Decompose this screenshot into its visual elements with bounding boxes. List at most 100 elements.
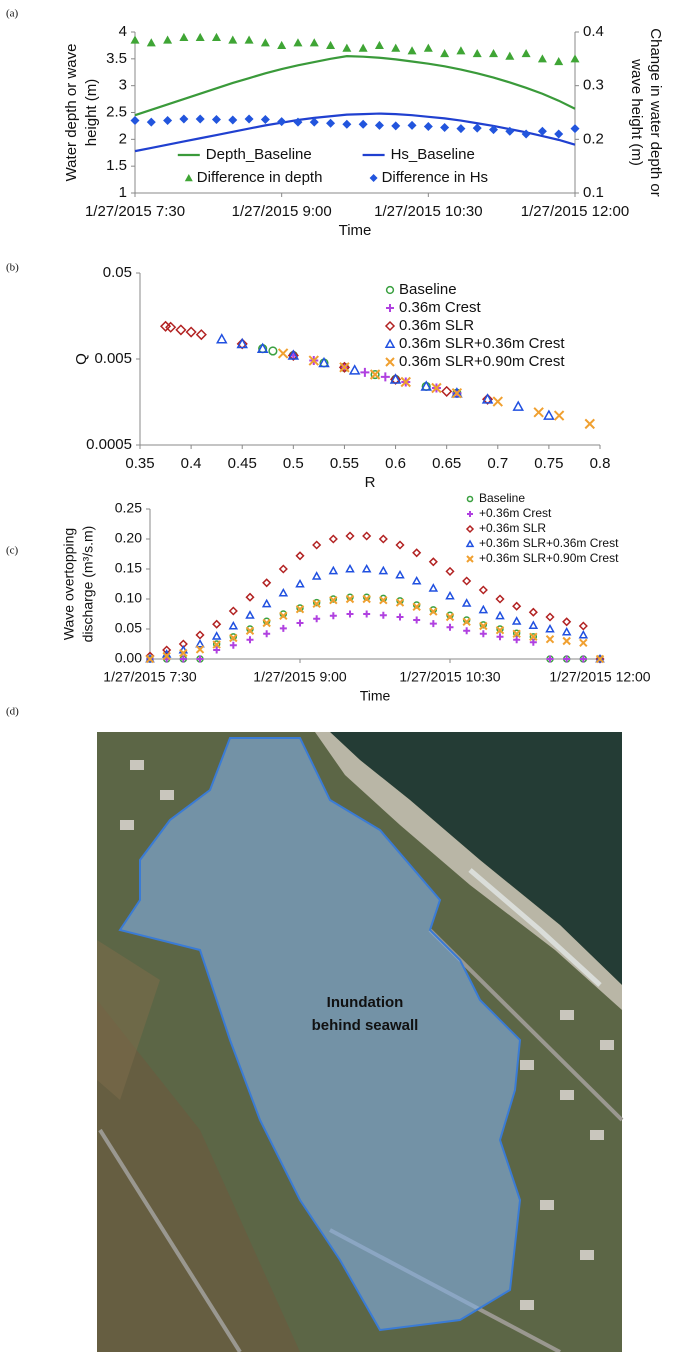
legend-swatch [385,285,395,295]
marker [379,595,388,605]
panel-label: (d) [6,706,19,718]
marker [554,57,564,66]
marker [296,604,304,612]
marker [328,565,339,575]
marker [277,348,289,359]
marker [423,121,433,131]
x-tick-label: 1/27/2015 12:00 [521,203,629,220]
x-tick-label: 0.7 [487,455,508,472]
x-tick-label: 0.35 [125,455,154,472]
surf [468,868,602,987]
marker [537,126,547,136]
marker [244,114,254,124]
line [134,112,576,153]
x-tick-label: 0.5 [283,455,304,472]
marker [374,120,384,130]
marker [130,116,140,126]
marker [374,40,384,50]
marker [451,388,463,399]
marker [391,121,401,131]
legend-swatch [385,357,395,367]
marker [489,48,499,58]
marker [446,623,454,631]
y2-tick-label: 0.3 [583,77,604,94]
marker [345,531,355,541]
map-annotation: Inundation [327,994,404,1011]
marker [528,607,538,617]
marker [546,655,554,663]
x-tick-label: 1/27/2015 7:30 [103,669,197,685]
legend-label: Hs_Baseline [391,146,475,163]
y-axis-label: Water depth or wave [63,44,80,182]
legend-swatch [465,524,475,534]
x-tick-label: 0.75 [534,455,563,472]
marker [245,626,255,636]
marker [512,400,524,411]
land-patch [97,1000,300,1352]
marker [529,638,537,646]
x-axis-label: Time [360,688,391,704]
marker [445,566,455,576]
marker [309,38,319,47]
marker [489,125,499,135]
marker [145,654,155,664]
inundation-area [118,737,522,1332]
marker [165,321,177,333]
marker [245,610,255,619]
marker [407,120,417,130]
x-tick-label: 0.55 [330,455,359,472]
marker [345,563,355,573]
marker [329,595,338,603]
marker [162,651,171,661]
x-tick-label: 0.6 [385,455,406,472]
y-tick-label: 2 [119,130,127,147]
marker [146,38,156,47]
road [98,1128,242,1352]
marker [528,620,539,629]
marker [553,410,565,421]
marker [261,598,272,608]
marker [578,629,589,639]
marker [413,616,421,624]
y2-tick-label: 0.1 [583,184,604,201]
marker [579,655,587,663]
marker [380,372,390,382]
marker [342,43,352,52]
legend-label: +0.36m SLR+0.90m Crest [479,551,619,565]
x-tick-label: 1/27/2015 10:30 [399,669,500,685]
legend-label: Difference in Hs [382,169,488,186]
marker [279,611,288,621]
marker [179,655,187,663]
marker [496,633,504,641]
legend-swatch [386,304,394,312]
y-tick-label: 0.05 [115,620,142,636]
marker [395,569,405,579]
marker [595,654,605,664]
marker [369,369,381,380]
marker [462,617,471,627]
marker [296,619,304,627]
marker [263,630,271,638]
marker [463,627,471,635]
marker [420,380,432,391]
legend-label: 0.36m SLR+0.36m Crest [399,335,565,352]
panel-label: (a) [6,8,19,20]
marker [570,54,580,63]
marker [479,621,488,629]
marker [216,333,228,344]
marker [279,624,287,632]
marker [456,124,466,134]
marker [329,595,338,605]
y-axis-label: Q [73,353,90,365]
marker [260,38,270,47]
aerial-map: Inundation behind seawall [97,732,624,1352]
marker [423,43,433,52]
marker [308,355,319,366]
marker [554,129,564,139]
marker [411,575,422,585]
marker [462,576,472,586]
y-tick-label: 2.5 [106,103,127,120]
marker [440,123,450,133]
marker [360,367,370,377]
marker [262,618,271,628]
